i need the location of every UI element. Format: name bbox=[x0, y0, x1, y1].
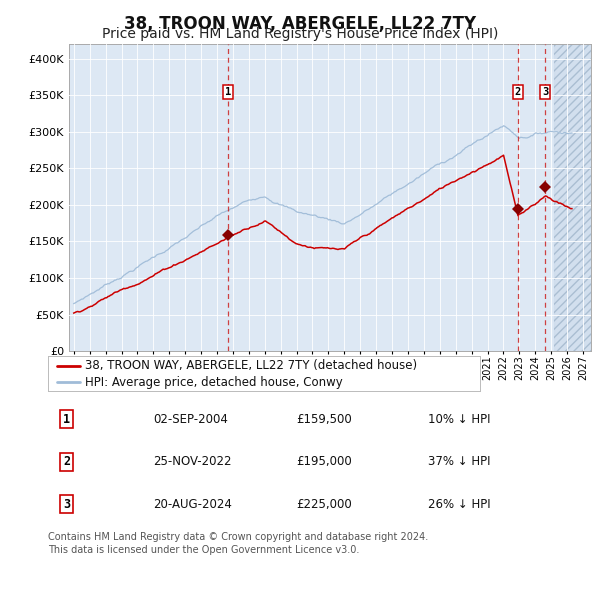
Bar bbox=[554, 44, 600, 351]
Text: 20-AUG-2024: 20-AUG-2024 bbox=[154, 497, 232, 511]
Text: 1: 1 bbox=[63, 412, 70, 426]
Text: Contains HM Land Registry data © Crown copyright and database right 2024.
This d: Contains HM Land Registry data © Crown c… bbox=[48, 532, 428, 555]
Text: 38, TROON WAY, ABERGELE, LL22 7TY (detached house): 38, TROON WAY, ABERGELE, LL22 7TY (detac… bbox=[85, 359, 417, 372]
Text: 1: 1 bbox=[224, 87, 231, 97]
Text: 2: 2 bbox=[63, 455, 70, 468]
Bar bbox=[554, 44, 600, 351]
Text: HPI: Average price, detached house, Conwy: HPI: Average price, detached house, Conw… bbox=[85, 375, 343, 389]
Text: Price paid vs. HM Land Registry's House Price Index (HPI): Price paid vs. HM Land Registry's House … bbox=[102, 27, 498, 41]
Text: 3: 3 bbox=[542, 87, 548, 97]
Text: 25-NOV-2022: 25-NOV-2022 bbox=[154, 455, 232, 468]
Text: 37% ↓ HPI: 37% ↓ HPI bbox=[428, 455, 491, 468]
Text: £159,500: £159,500 bbox=[296, 412, 352, 426]
Text: £195,000: £195,000 bbox=[296, 455, 352, 468]
Text: 3: 3 bbox=[63, 497, 70, 511]
Text: 10% ↓ HPI: 10% ↓ HPI bbox=[428, 412, 491, 426]
Text: 38, TROON WAY, ABERGELE, LL22 7TY: 38, TROON WAY, ABERGELE, LL22 7TY bbox=[124, 15, 476, 33]
Text: 26% ↓ HPI: 26% ↓ HPI bbox=[428, 497, 491, 511]
Text: £225,000: £225,000 bbox=[296, 497, 352, 511]
Text: 02-SEP-2004: 02-SEP-2004 bbox=[154, 412, 229, 426]
Text: 2: 2 bbox=[515, 87, 521, 97]
